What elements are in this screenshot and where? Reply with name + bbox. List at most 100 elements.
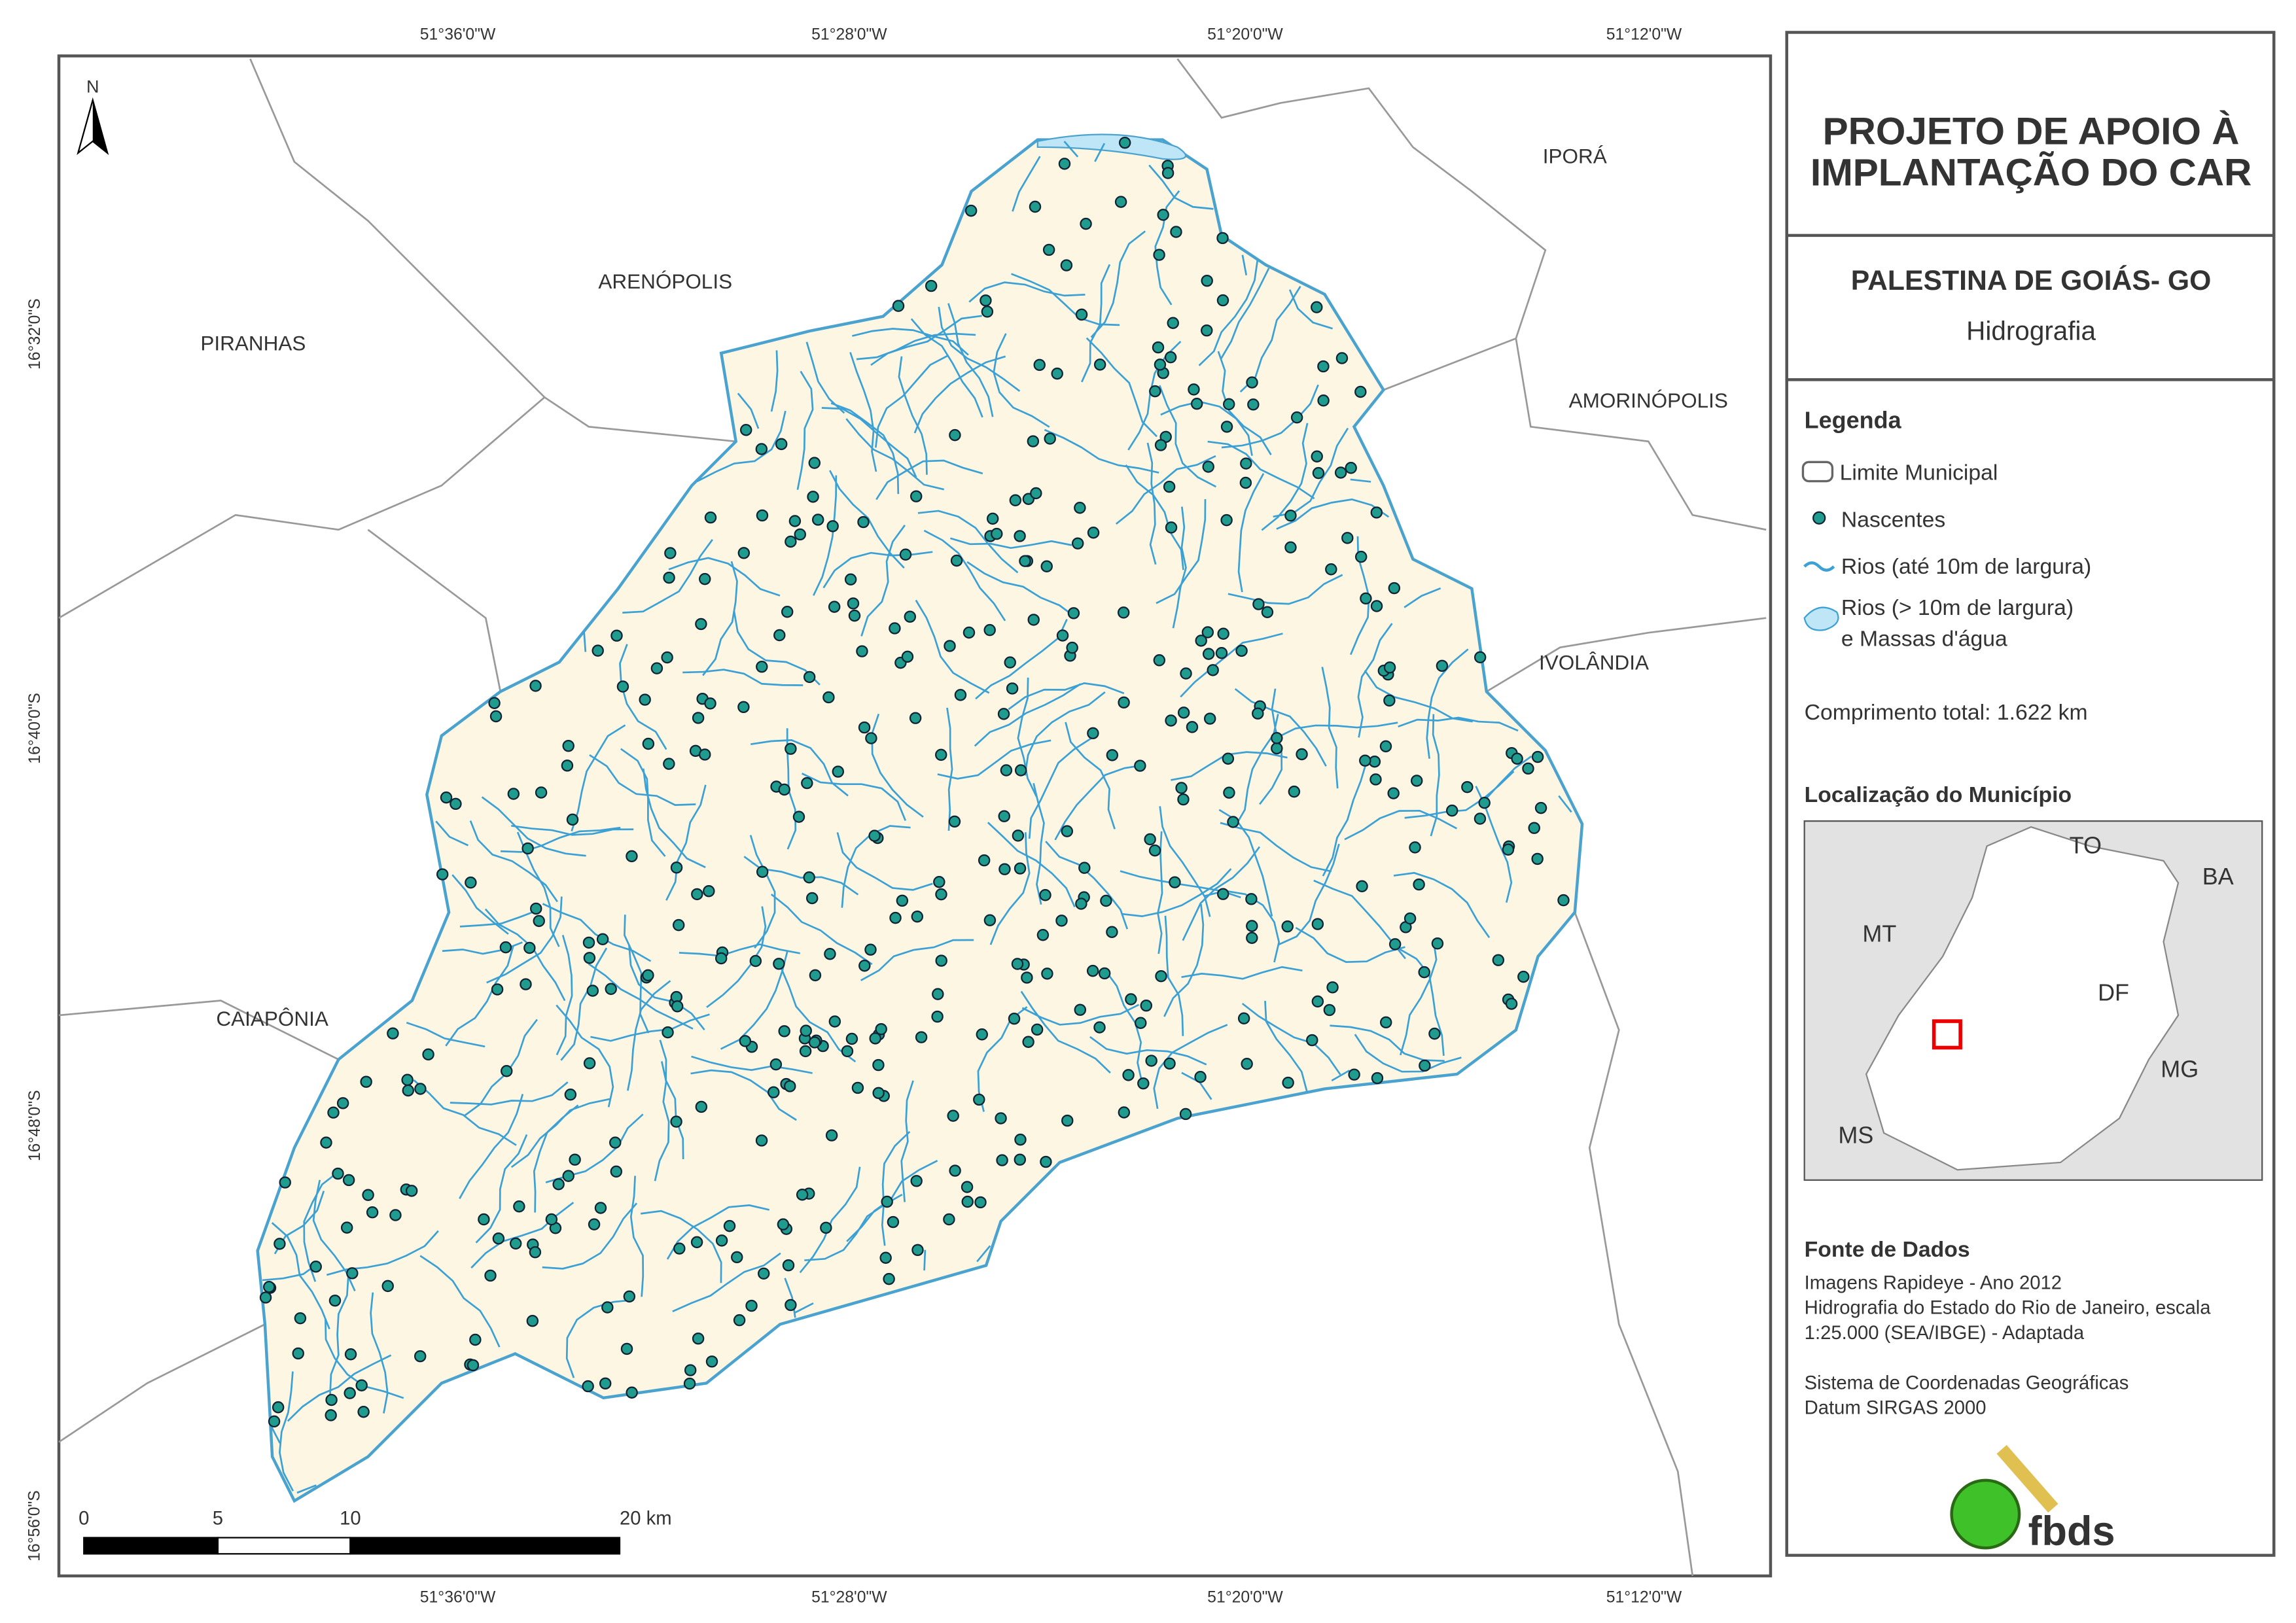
scale-label: 10 xyxy=(340,1508,361,1529)
spring xyxy=(856,645,868,657)
river xyxy=(1017,677,1038,797)
spring xyxy=(1312,466,1325,480)
spring xyxy=(586,985,599,997)
river xyxy=(642,768,706,869)
spring xyxy=(695,1100,708,1113)
spring xyxy=(909,712,922,724)
spring xyxy=(1056,629,1069,642)
spring xyxy=(976,1028,988,1041)
spring xyxy=(1118,696,1130,709)
river xyxy=(1241,254,1248,276)
river xyxy=(1159,385,1217,488)
river xyxy=(821,407,917,478)
river xyxy=(690,1069,797,1121)
river xyxy=(696,410,786,483)
river xyxy=(1160,400,1253,456)
source-line: Datum SIRGAS 2000 xyxy=(1805,1398,1987,1419)
spring xyxy=(784,1080,796,1092)
spring xyxy=(492,1232,505,1245)
river xyxy=(1028,737,1092,839)
river xyxy=(1008,682,1125,710)
spring xyxy=(450,797,462,811)
river xyxy=(622,539,713,614)
spring xyxy=(1011,958,1024,970)
spring xyxy=(851,1081,864,1094)
spring xyxy=(642,969,654,982)
spring xyxy=(704,697,716,710)
source-title: Fonte de Dados xyxy=(1805,1237,1970,1262)
river xyxy=(406,1021,486,1048)
river xyxy=(325,1319,404,1399)
river xyxy=(1344,810,1458,841)
spring xyxy=(478,1213,490,1226)
spring xyxy=(601,1301,614,1314)
spring xyxy=(963,626,976,639)
scale-label: 5 xyxy=(213,1508,223,1529)
spring xyxy=(1383,661,1396,674)
spring xyxy=(1164,351,1177,364)
spring xyxy=(775,438,788,451)
spring xyxy=(488,697,501,709)
spring xyxy=(1388,582,1401,595)
spring xyxy=(811,514,824,526)
river xyxy=(628,945,705,1031)
spring xyxy=(357,1406,370,1418)
spring xyxy=(1370,506,1383,519)
spring xyxy=(366,1206,379,1219)
spring xyxy=(268,1415,281,1428)
spring xyxy=(889,622,901,635)
spring xyxy=(901,650,914,663)
spring xyxy=(755,443,768,455)
title: IMPLANTAÇÃO DO CAR xyxy=(1810,150,2252,194)
spring xyxy=(1534,801,1547,814)
river xyxy=(1154,190,1180,305)
river xyxy=(1115,455,1216,525)
spring xyxy=(387,1027,399,1039)
spring xyxy=(1040,560,1053,572)
river xyxy=(1357,623,1393,738)
spring xyxy=(691,888,703,901)
spring xyxy=(362,1189,374,1201)
spring xyxy=(1137,1077,1150,1090)
spring xyxy=(1031,1023,1044,1036)
rivers xyxy=(262,141,1572,1494)
legend-item: e Massas d'água xyxy=(1841,626,2007,651)
springs xyxy=(259,136,1570,1428)
inset-label: MS xyxy=(1838,1122,1873,1149)
spring xyxy=(272,1401,285,1414)
river xyxy=(989,832,1031,945)
river xyxy=(1012,156,1041,212)
spring xyxy=(820,1221,832,1234)
river xyxy=(510,1098,610,1168)
bottom-coord: 51°20'0"W xyxy=(1207,1589,1283,1607)
spring xyxy=(1036,928,1050,941)
legend-boundary-icon xyxy=(1801,461,1834,483)
spring xyxy=(1145,1055,1157,1067)
spring xyxy=(1163,480,1176,493)
spring xyxy=(1006,682,1019,695)
spring xyxy=(1474,651,1487,663)
spring xyxy=(1502,843,1515,856)
river xyxy=(784,1278,796,1318)
spring xyxy=(869,1032,881,1045)
spring xyxy=(605,983,617,995)
river xyxy=(1295,926,1405,963)
spring xyxy=(704,511,717,524)
river xyxy=(620,748,666,857)
spring xyxy=(1369,773,1382,786)
spring xyxy=(467,1359,480,1372)
river xyxy=(672,1252,781,1312)
spring xyxy=(509,1237,522,1250)
spring xyxy=(1284,509,1297,522)
river xyxy=(666,1204,770,1260)
bottom-coord: 51°36'0"W xyxy=(420,1589,496,1607)
river xyxy=(898,356,928,475)
spring xyxy=(1284,541,1297,553)
spring xyxy=(1106,926,1118,938)
spring xyxy=(1014,862,1027,875)
spring xyxy=(998,810,1010,822)
spring xyxy=(259,1291,272,1304)
spring xyxy=(521,842,534,855)
spring xyxy=(1030,487,1042,500)
